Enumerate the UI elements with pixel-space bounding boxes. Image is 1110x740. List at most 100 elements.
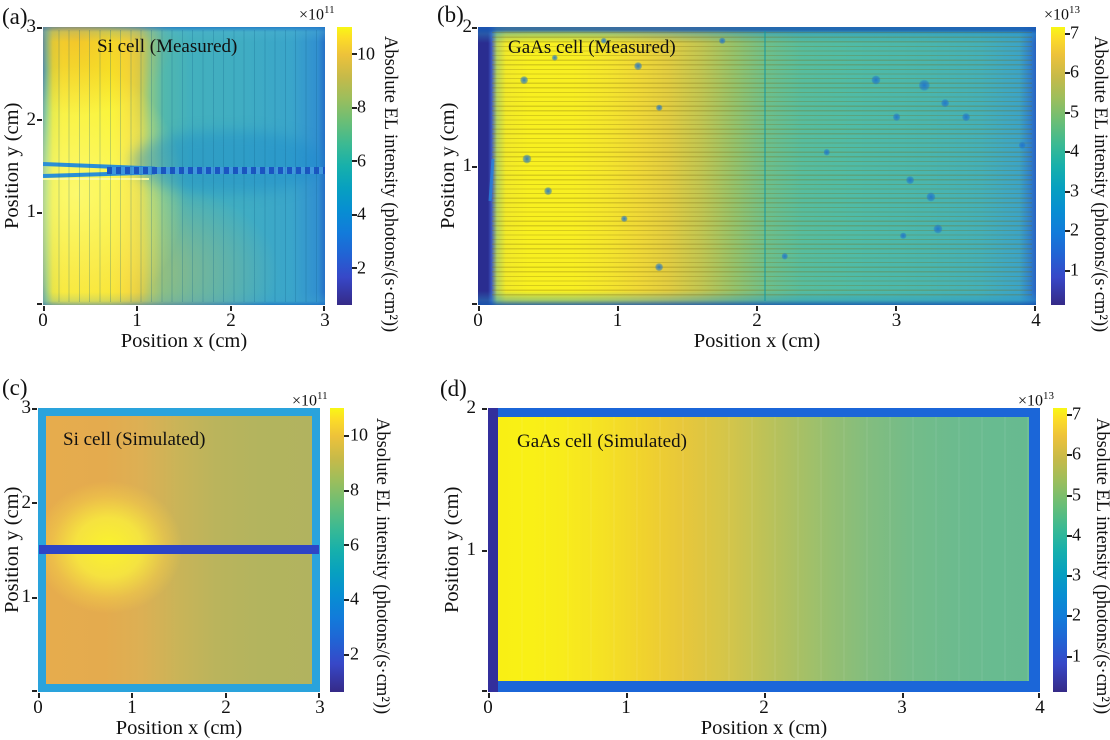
- y-tick-label: 1: [466, 539, 477, 560]
- colorbar-tick-mark: [1067, 535, 1072, 537]
- colorbar: [337, 27, 357, 305]
- in-plot-title: Si cell (Simulated): [63, 429, 206, 450]
- heatmap-si-measured: Si cell (Measured): [37, 27, 325, 311]
- colorbar-tick-label: 1: [1070, 259, 1079, 280]
- x-tick-mark: [895, 306, 897, 311]
- heatmap-image: Si cell (Simulated): [38, 408, 320, 692]
- x-tick-mark: [488, 693, 490, 698]
- x-tick-label: 0: [33, 697, 43, 718]
- colorbar-tick-mark: [352, 160, 357, 162]
- heatmap-si-simulated: Si cell (Simulated): [32, 408, 320, 698]
- colorbar-tick-label: 4: [357, 203, 366, 224]
- y-tick-label: 2: [466, 397, 477, 418]
- panel-gaas-simulated: (d) Position y (cm) 2 1 GaAs cell (Simul…: [430, 370, 1110, 740]
- heatmap-gaas-simulated: GaAs cell (Simulated): [482, 408, 1040, 698]
- defect-spot: [781, 253, 789, 260]
- x-axis-label: Position x (cm): [693, 330, 821, 352]
- x-tick-label: 1: [132, 310, 142, 331]
- x-tick-label: 2: [759, 697, 769, 718]
- x-tick-mark: [230, 306, 232, 311]
- cell-frame-bottom: [498, 681, 1040, 692]
- colorbar-tick-label: 2: [1070, 219, 1079, 240]
- x-tick-label: 1: [621, 697, 631, 718]
- x-tick-mark: [626, 693, 628, 698]
- panel-tag: (b): [437, 2, 464, 27]
- busbar-column: [488, 408, 498, 692]
- bright-line: [43, 178, 149, 180]
- x-tick-label: 0: [473, 310, 483, 331]
- colorbar-tick-mark: [344, 435, 349, 437]
- defect-spot: [926, 192, 936, 202]
- x-tick-mark: [136, 306, 138, 311]
- colorbar-tick-label: 4: [350, 588, 359, 609]
- colorbar-tick-label: 2: [1072, 604, 1081, 625]
- defect-spot: [900, 232, 907, 239]
- colorbar-tick-label: 7: [1070, 22, 1079, 43]
- defect-spot: [551, 54, 558, 61]
- colorbar-exponent: ×1011: [292, 390, 328, 410]
- x-tick-label: 3: [891, 310, 902, 331]
- y-tick-mark: [472, 303, 477, 305]
- y-tick-mark: [32, 408, 37, 410]
- y-tick-label: 1: [21, 586, 32, 607]
- colorbar-tick-mark: [1065, 112, 1070, 114]
- colorbar-tick-label: 8: [350, 479, 359, 500]
- x-tick-mark: [38, 693, 40, 698]
- heatmap-gaas-measured: GaAs cell (Measured): [472, 27, 1036, 311]
- y-tick-mark: [37, 119, 42, 121]
- x-tick-mark: [478, 306, 480, 311]
- panel-si-measured: (a) Position y (cm) 3 2 1 Si cell (Measu…: [0, 0, 430, 370]
- x-tick-label: 3: [320, 310, 330, 331]
- cell-frame-top: [498, 408, 1040, 417]
- defect-spot: [823, 148, 830, 156]
- y-tick-label: 3: [21, 397, 32, 418]
- y-tick-mark: [472, 166, 477, 168]
- in-plot-title: GaAs cell (Simulated): [517, 431, 687, 452]
- colorbar-tick-mark: [352, 53, 357, 55]
- colorbar-label: Absolute EL intensity (photons/(s·cm²)): [1090, 35, 1110, 333]
- defect-spot: [962, 113, 971, 122]
- y-tick-label: 2: [26, 109, 37, 130]
- colorbar-tick-label: 2: [350, 643, 359, 664]
- colorbar-label: Absolute EL intensity (photons/(s·cm²)): [372, 417, 392, 715]
- gaas-defect-spots: [478, 27, 1036, 305]
- colorbar-tick-mark: [1065, 191, 1070, 193]
- defect-spot: [543, 187, 552, 195]
- colorbar-tick-label: 5: [1072, 484, 1081, 505]
- colorbar-tick-mark: [1067, 414, 1072, 416]
- vertical-line-defect: [764, 31, 766, 301]
- heatmap-image: Si cell (Measured): [43, 27, 325, 305]
- panel-tag: (d): [440, 376, 467, 401]
- colorbar-tick-label: 6: [350, 534, 359, 555]
- x-tick-label: 2: [752, 310, 762, 331]
- x-axis-label: Position x (cm): [700, 717, 828, 739]
- heatmap-base-gradient: [478, 27, 1036, 305]
- y-tick-mark: [37, 303, 42, 305]
- x-tick-label: 1: [127, 697, 137, 718]
- busbar-stripe: [107, 167, 325, 174]
- colorbar-tick-label: 4: [1070, 140, 1079, 161]
- y-tick-mark: [482, 408, 487, 410]
- defect-spot: [906, 175, 915, 184]
- x-tick-label: 3: [315, 697, 325, 718]
- colorbar-tick-mark: [352, 267, 357, 269]
- colorbar-tick-mark: [1065, 270, 1070, 272]
- colorbar-tick-mark: [344, 544, 349, 546]
- y-tick-label: 1: [462, 155, 473, 176]
- busbar-shadow-band: [131, 131, 325, 193]
- finger-gridlines: [49, 30, 323, 302]
- colorbar-tick-mark: [352, 214, 357, 216]
- defect-spot: [871, 75, 881, 85]
- colorbar-exponent: ×1013: [1044, 4, 1081, 24]
- colorbar-tick-label: 3: [1070, 180, 1079, 201]
- y-tick-mark: [37, 27, 42, 29]
- defect-spot: [892, 113, 901, 122]
- panel-tag: (a): [2, 4, 28, 29]
- y-axis-label: Position y (cm): [1, 486, 23, 614]
- defect-spot: [621, 215, 628, 223]
- defect-spot: [933, 224, 943, 234]
- colorbar-exponent: ×1013: [1018, 390, 1055, 410]
- defect-spot: [1018, 141, 1026, 149]
- x-tick-label: 4: [1035, 697, 1045, 718]
